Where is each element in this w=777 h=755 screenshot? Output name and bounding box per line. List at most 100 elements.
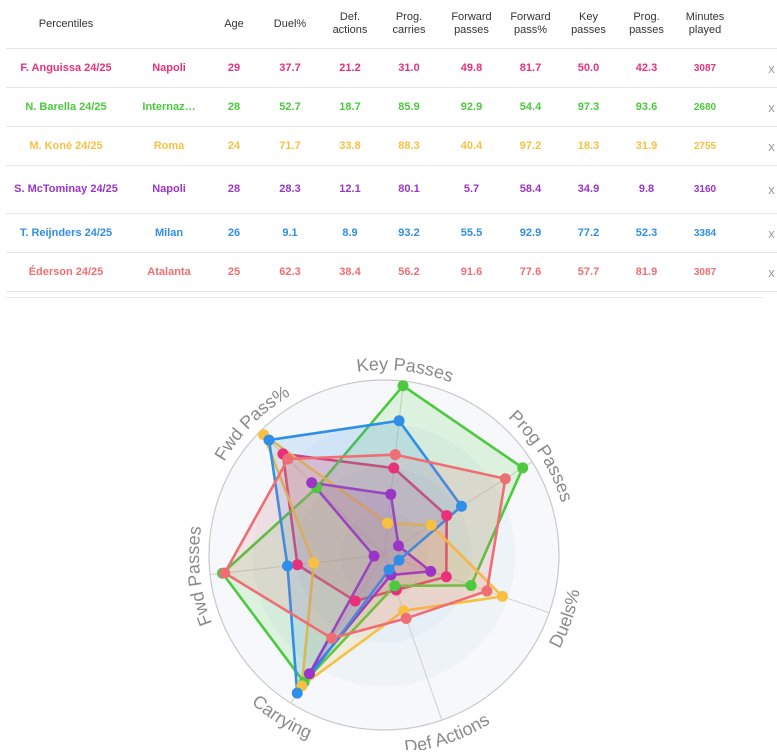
cell-def-actions: 21.2 xyxy=(324,48,376,88)
cell-minutes-played: 3087 xyxy=(676,48,734,88)
cell-duel-pct: 71.7 xyxy=(256,126,324,166)
radar-data-point[interactable] xyxy=(263,434,275,446)
radar-data-point[interactable] xyxy=(308,557,320,569)
radar-data-point[interactable] xyxy=(441,510,453,522)
cell-prog-passes: 81.9 xyxy=(617,252,676,292)
radar-data-point[interactable] xyxy=(440,571,452,583)
percentiles-table: Percentiles Age Duel% Def. actions Prog.… xyxy=(6,0,777,292)
header-age[interactable]: Age xyxy=(212,0,256,49)
cell-team: Napoli xyxy=(126,48,212,88)
cell-key-passes: 34.9 xyxy=(560,165,617,214)
cell-team: Atalanta xyxy=(126,252,212,292)
radar-data-point[interactable] xyxy=(282,453,294,465)
radar-data-point[interactable] xyxy=(455,500,467,512)
header-minutes-played[interactable]: Minutes played xyxy=(676,0,734,49)
radar-data-point[interactable] xyxy=(393,415,405,427)
radar-data-point[interactable] xyxy=(306,477,318,489)
header-duel-pct[interactable]: Duel% xyxy=(256,0,324,49)
cell-age: 25 xyxy=(212,252,256,292)
cell-duel-pct: 52.7 xyxy=(256,87,324,127)
table-row[interactable]: S. McTominay 24/25 Napoli 28 28.3 12.1 80.1 5.… xyxy=(6,165,777,214)
radar-data-point[interactable] xyxy=(465,579,477,591)
cell-minutes-played: 3384 xyxy=(676,213,734,253)
table-row[interactable]: Éderson 24/25 Atalanta 25 62.3 38.4 56.2 91.6 7… xyxy=(6,252,777,292)
cell-team: Milan xyxy=(126,213,212,253)
table-row[interactable]: N. Barella 24/25 Internaz… 28 52.7 18.7 85.9 9… xyxy=(6,87,777,127)
cell-prog-carries: 56.2 xyxy=(376,252,442,292)
remove-player-button[interactable]: x xyxy=(734,252,777,292)
radar-data-point[interactable] xyxy=(383,564,395,576)
cell-forward-pass-pct: 92.9 xyxy=(501,213,560,253)
table-row[interactable]: M. Koné 24/25 Roma 24 71.7 33.8 88.3 40.4 97.2 1… xyxy=(6,126,777,166)
cell-forward-pass-pct: 54.4 xyxy=(501,87,560,127)
radar-data-point[interactable] xyxy=(326,632,338,644)
cell-forward-pass-pct: 81.7 xyxy=(501,48,560,88)
header-percentiles: Percentiles xyxy=(6,0,126,49)
radar-data-point[interactable] xyxy=(499,473,511,485)
cell-minutes-played: 3087 xyxy=(676,252,734,292)
remove-player-button[interactable]: x xyxy=(734,213,777,253)
remove-player-button[interactable]: x xyxy=(734,87,777,127)
cell-def-actions: 18.7 xyxy=(324,87,376,127)
cell-def-actions: 8.9 xyxy=(324,213,376,253)
header-key-passes[interactable]: Key passes xyxy=(560,0,617,49)
cell-player: N. Barella 24/25 xyxy=(6,87,126,127)
radar-data-point[interactable] xyxy=(385,488,397,500)
cell-prog-passes: 52.3 xyxy=(617,213,676,253)
radar-data-point[interactable] xyxy=(368,550,380,562)
cell-prog-carries: 93.2 xyxy=(376,213,442,253)
radar-data-point[interactable] xyxy=(397,380,409,392)
radar-data-point[interactable] xyxy=(382,517,394,529)
radar-data-point[interactable] xyxy=(291,687,303,699)
radar-data-point[interactable] xyxy=(219,567,231,579)
cell-key-passes: 57.7 xyxy=(560,252,617,292)
radar-data-point[interactable] xyxy=(303,668,315,680)
radar-data-point[interactable] xyxy=(393,554,405,566)
cell-prog-carries: 80.1 xyxy=(376,165,442,214)
cell-minutes-played: 3160 xyxy=(676,165,734,214)
radar-data-point[interactable] xyxy=(496,590,508,602)
remove-player-button[interactable]: x xyxy=(734,126,777,166)
cell-key-passes: 18.3 xyxy=(560,126,617,166)
table-row[interactable]: F. Anguissa 24/25 Napoli 29 37.7 21.2 31.0 49.… xyxy=(6,48,777,88)
remove-player-button[interactable]: x xyxy=(734,165,777,214)
radar-series-area xyxy=(223,453,507,640)
cell-duel-pct: 37.7 xyxy=(256,48,324,88)
cell-duel-pct: 62.3 xyxy=(256,252,324,292)
header-forward-pass-pct[interactable]: Forward pass% xyxy=(501,0,560,49)
cell-age: 24 xyxy=(212,126,256,166)
cell-age: 28 xyxy=(212,87,256,127)
cell-key-passes: 77.2 xyxy=(560,213,617,253)
radar-data-point[interactable] xyxy=(393,540,405,552)
radar-data-point[interactable] xyxy=(389,580,401,592)
cell-def-actions: 33.8 xyxy=(324,126,376,166)
header-def-actions[interactable]: Def. actions xyxy=(324,0,376,49)
radar-series-area xyxy=(308,481,433,676)
remove-player-button[interactable]: x xyxy=(734,48,777,88)
cell-player: M. Koné 24/25 xyxy=(6,126,126,166)
radar-data-point[interactable] xyxy=(291,559,303,571)
cell-forward-passes: 5.7 xyxy=(442,165,501,214)
cell-key-passes: 50.0 xyxy=(560,48,617,88)
table-row[interactable]: T. Reijnders 24/25 Milan 26 9.1 8.9 93.2 55.5 9… xyxy=(6,213,777,253)
cell-team: Internaz… xyxy=(126,87,212,127)
header-forward-passes[interactable]: Forward passes xyxy=(442,0,501,49)
radar-data-point[interactable] xyxy=(481,585,493,597)
header-prog-carries[interactable]: Prog. carries xyxy=(376,0,442,49)
radar-data-point[interactable] xyxy=(389,449,401,461)
cell-prog-passes: 9.8 xyxy=(617,165,676,214)
cell-def-actions: 12.1 xyxy=(324,165,376,214)
cell-forward-pass-pct: 97.2 xyxy=(501,126,560,166)
cell-team: Roma xyxy=(126,126,212,166)
cell-age: 26 xyxy=(212,213,256,253)
radar-data-point[interactable] xyxy=(400,612,412,624)
radar-data-point[interactable] xyxy=(349,595,361,607)
radar-data-point[interactable] xyxy=(281,560,293,572)
radar-data-point[interactable] xyxy=(388,462,400,474)
radar-data-point[interactable] xyxy=(517,462,529,474)
radar-data-point[interactable] xyxy=(425,565,437,577)
cell-def-actions: 38.4 xyxy=(324,252,376,292)
radar-data-point[interactable] xyxy=(425,519,437,531)
header-prog-passes[interactable]: Prog. passes xyxy=(617,0,676,49)
